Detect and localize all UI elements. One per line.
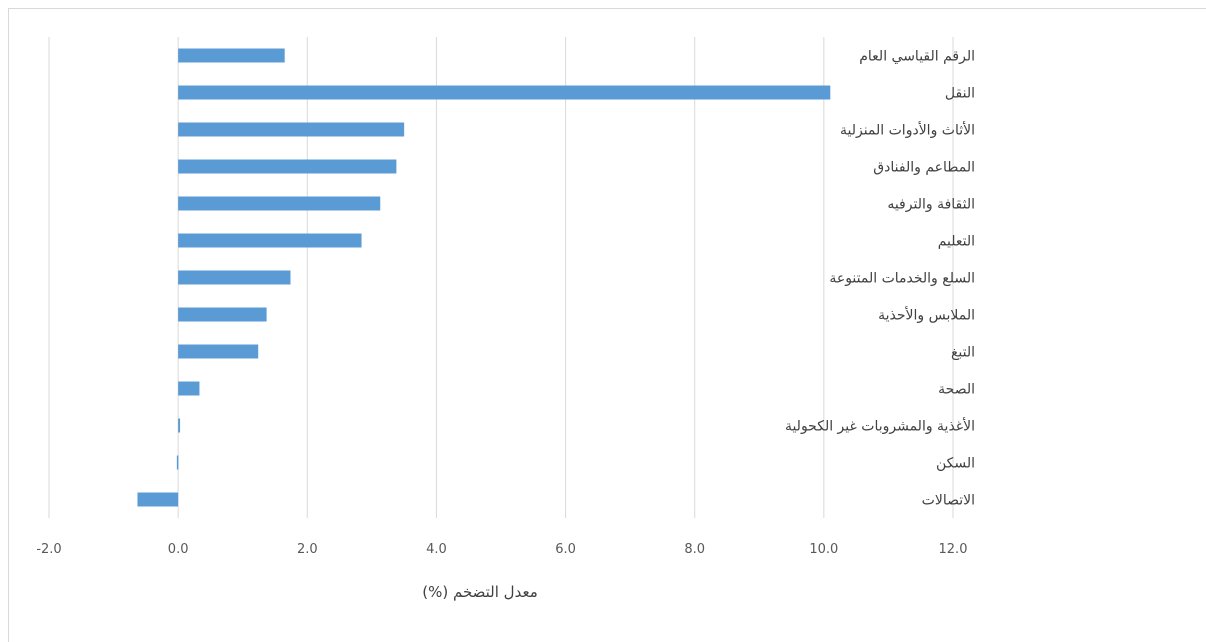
category-label: الثقافة والترفيه bbox=[887, 197, 975, 213]
category-label: التبغ bbox=[951, 345, 975, 361]
bar bbox=[178, 122, 405, 137]
category-label: الرقم القياسي العام bbox=[859, 49, 975, 65]
category-label: الملابس والأحذية bbox=[878, 306, 975, 324]
x-tick-label: -2.0 bbox=[36, 542, 61, 557]
category-label: النقل bbox=[945, 86, 975, 102]
bar bbox=[178, 270, 291, 285]
x-tick-label: 2.0 bbox=[297, 542, 318, 557]
bar bbox=[178, 344, 259, 359]
category-label: الأثاث والأدوات المنزلية bbox=[840, 121, 975, 139]
category-label: التعليم bbox=[938, 234, 975, 250]
category-labels: الرقم القياسي العام النقل الأثاث والأدوات … bbox=[785, 49, 975, 509]
x-tick-label: 6.0 bbox=[555, 542, 576, 557]
bar bbox=[178, 85, 831, 100]
category-label: السلع والخدمات المتنوعة bbox=[829, 271, 975, 287]
x-tick-label: 8.0 bbox=[684, 542, 705, 557]
bar bbox=[178, 381, 200, 396]
bar bbox=[178, 307, 267, 322]
chart-frame bbox=[8, 8, 1206, 642]
x-tick-label: 4.0 bbox=[426, 542, 447, 557]
bars bbox=[137, 48, 831, 507]
category-label: الصحة bbox=[938, 382, 975, 398]
bar bbox=[176, 455, 179, 470]
bar bbox=[178, 418, 181, 433]
bar bbox=[178, 159, 397, 174]
bar bbox=[178, 233, 362, 248]
x-tick-labels: -2.0 0.0 2.0 4.0 6.0 8.0 10.0 12.0 bbox=[36, 542, 967, 557]
category-label: الأغذية والمشروبات غير الكحولية bbox=[785, 417, 975, 435]
category-label: السكن bbox=[936, 456, 975, 472]
bar bbox=[178, 48, 285, 63]
bar bbox=[178, 196, 381, 211]
category-label: المطاعم والفنادق bbox=[873, 160, 975, 176]
x-tick-label: 12.0 bbox=[939, 542, 968, 557]
x-axis-title: معدل التضخم (%) bbox=[422, 583, 537, 601]
x-tick-label: 0.0 bbox=[168, 542, 189, 557]
category-label: الاتصالات bbox=[922, 493, 975, 509]
x-tick-label: 10.0 bbox=[809, 542, 838, 557]
bar bbox=[137, 492, 179, 507]
